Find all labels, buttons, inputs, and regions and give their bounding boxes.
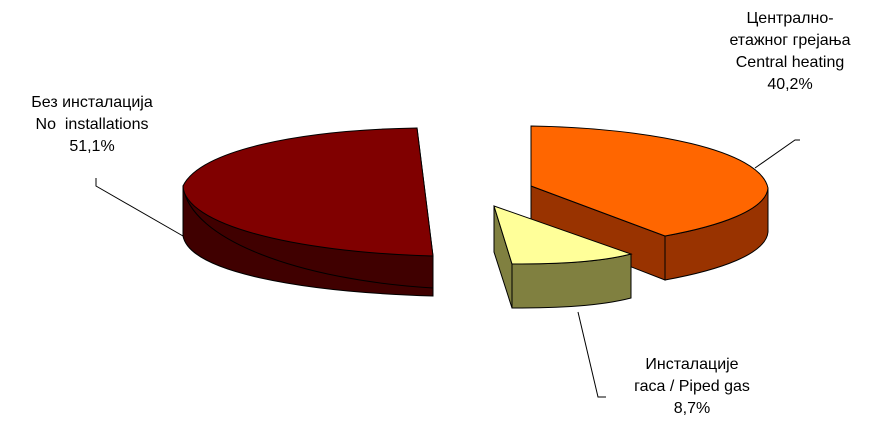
slice-no-installations [182, 127, 434, 297]
label-no-installations: Без инсталација No installations 51,1% [4, 92, 180, 158]
leader-line-central-heating [754, 139, 800, 169]
label-central-heating-line-3: Central heating [735, 54, 845, 71]
slice-no-installations-top [182, 127, 434, 257]
label-piped-gas-value: 8,7% [673, 400, 711, 417]
slice-central-heating-top [530, 125, 769, 237]
label-no-installations-value: 51,1% [69, 138, 115, 155]
label-no-installations-line-2: No installations [35, 116, 149, 133]
label-central-heating-line-2: етажног грејања [729, 32, 851, 49]
label-central-heating: Централно- етажног грејања Central heati… [706, 8, 874, 96]
slice-piped-gas [493, 205, 633, 309]
label-piped-gas-line-1: Инсталације [645, 356, 739, 373]
label-central-heating-line-1: Централно- [746, 10, 834, 27]
leader-line-no-installations [95, 178, 184, 237]
label-piped-gas-line-2: гаса / Piped gas [634, 378, 750, 395]
label-central-heating-value: 40,2% [767, 76, 813, 93]
label-no-installations-line-1: Без инсталација [31, 94, 153, 111]
slice-piped-gas-top [493, 205, 633, 265]
label-piped-gas: Инсталације гаса / Piped gas 8,7% [604, 354, 780, 420]
leader-line-piped-gas [577, 311, 606, 398]
